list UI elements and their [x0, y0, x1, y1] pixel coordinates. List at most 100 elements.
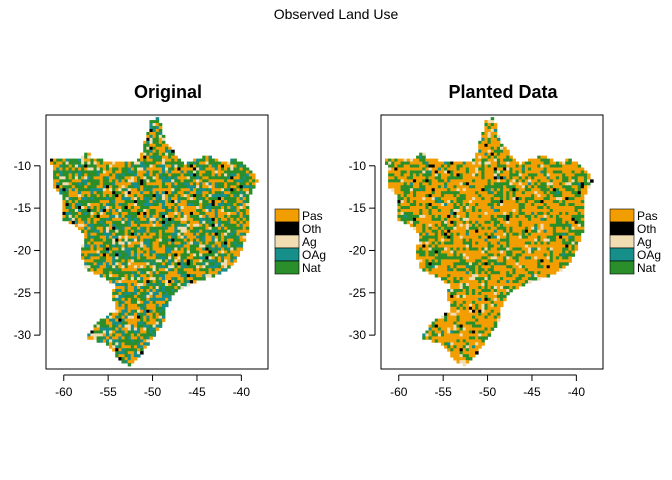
- raster-cell: [242, 203, 247, 207]
- raster-cell: [109, 336, 113, 340]
- raster-cell: [472, 170, 476, 174]
- raster-cell: [403, 185, 408, 189]
- raster-cell: [186, 211, 191, 216]
- raster-cell: [115, 200, 119, 204]
- raster-cell: [459, 229, 464, 234]
- raster-cell: [571, 203, 575, 207]
- raster-cell: [431, 220, 436, 225]
- raster-cell: [130, 232, 135, 237]
- raster-cell: [437, 256, 442, 260]
- raster-cell: [422, 244, 426, 248]
- raster-cell: [440, 194, 445, 198]
- raster-cell: [214, 208, 219, 213]
- raster-cell: [202, 203, 206, 207]
- raster-cell: [149, 238, 153, 242]
- raster-cell: [115, 206, 119, 210]
- raster-cell: [496, 206, 501, 210]
- raster-cell: [149, 179, 153, 183]
- raster-cell: [137, 244, 141, 248]
- raster-cell: [490, 155, 495, 159]
- raster-cell: [506, 158, 510, 162]
- raster-cell: [161, 191, 166, 195]
- raster-cell: [546, 211, 551, 216]
- raster-cell: [534, 250, 538, 254]
- raster-cell: [118, 206, 122, 210]
- raster-cell: [490, 179, 495, 183]
- raster-cell: [465, 211, 470, 216]
- raster-cell: [140, 217, 144, 222]
- raster-cell: [431, 176, 436, 180]
- raster-cell: [155, 262, 160, 266]
- raster-cell: [71, 197, 76, 201]
- raster-cell: [403, 203, 408, 207]
- raster-cell: [462, 235, 467, 240]
- raster-cell: [205, 164, 209, 168]
- raster-cell: [174, 262, 178, 266]
- raster-cell: [419, 194, 423, 198]
- raster-cell: [481, 211, 485, 216]
- raster-cell: [68, 173, 73, 177]
- raster-cell: [245, 200, 250, 204]
- raster-cell: [527, 229, 532, 234]
- raster-cell: [93, 182, 98, 186]
- raster-cell: [189, 280, 194, 284]
- raster-cell: [546, 220, 551, 225]
- raster-cell: [537, 250, 541, 254]
- raster-cell: [412, 214, 417, 219]
- raster-cell: [403, 173, 408, 177]
- raster-cell: [196, 274, 200, 278]
- raster-cell: [506, 259, 510, 263]
- raster-cell: [468, 208, 473, 213]
- raster-cell: [431, 223, 436, 228]
- raster-cell: [155, 300, 160, 305]
- raster-cell: [552, 164, 557, 168]
- raster-cell: [199, 247, 203, 251]
- raster-cell: [115, 208, 119, 213]
- raster-cell: [524, 191, 529, 195]
- raster-cell: [465, 220, 470, 225]
- raster-cell: [112, 318, 116, 322]
- raster-cell: [158, 164, 163, 168]
- raster-cell: [534, 244, 538, 248]
- raster-cell: [484, 120, 488, 124]
- raster-cell: [574, 247, 579, 251]
- raster-cell: [220, 170, 225, 174]
- raster-cell: [109, 250, 113, 254]
- raster-cell: [515, 197, 520, 201]
- raster-cell: [158, 126, 163, 130]
- raster-cell: [468, 241, 473, 245]
- raster-cell: [440, 232, 445, 237]
- raster-cell: [109, 206, 113, 210]
- raster-cell: [74, 176, 79, 180]
- raster-cell: [158, 315, 163, 320]
- raster-cell: [168, 146, 172, 151]
- raster-cell: [158, 244, 163, 248]
- raster-cell: [127, 286, 132, 290]
- raster-cell: [531, 256, 535, 260]
- raster-cell: [65, 158, 70, 162]
- raster-cell: [400, 194, 405, 198]
- raster-cell: [568, 197, 572, 201]
- raster-cell: [521, 223, 526, 228]
- raster-cell: [96, 185, 101, 189]
- raster-cell: [534, 211, 538, 216]
- raster-cell: [115, 288, 119, 293]
- raster-cell: [537, 164, 541, 168]
- raster-cell: [171, 182, 175, 186]
- raster-cell: [425, 194, 429, 198]
- raster-cell: [62, 208, 66, 213]
- raster-cell: [196, 167, 200, 171]
- raster-cell: [546, 194, 551, 198]
- raster-cell: [84, 217, 88, 222]
- raster-cell: [425, 191, 429, 195]
- raster-cell: [102, 253, 107, 257]
- raster-cell: [540, 191, 544, 195]
- raster-cell: [118, 176, 122, 180]
- raster-cell: [174, 208, 178, 213]
- raster-cell: [146, 271, 150, 275]
- raster-cell: [146, 232, 150, 237]
- raster-cell: [199, 241, 203, 245]
- raster-cell: [115, 327, 119, 331]
- raster-cell: [127, 203, 132, 207]
- raster-cell: [549, 170, 554, 174]
